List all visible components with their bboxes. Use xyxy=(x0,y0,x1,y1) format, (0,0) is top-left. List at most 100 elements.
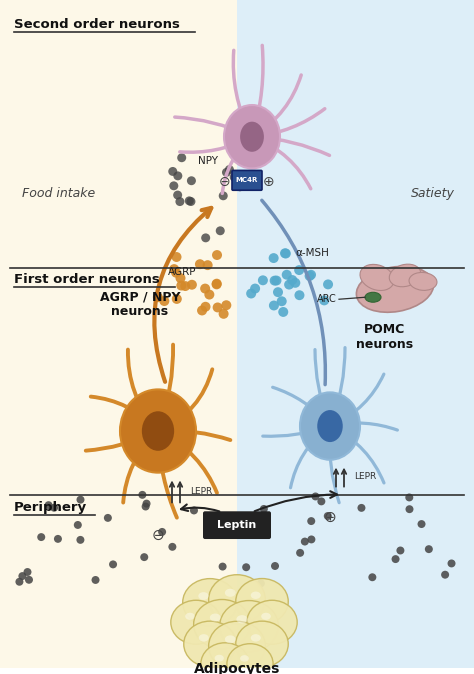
Circle shape xyxy=(284,280,294,290)
Ellipse shape xyxy=(317,410,343,442)
Ellipse shape xyxy=(237,615,247,623)
Text: α-MSH: α-MSH xyxy=(295,247,329,257)
Circle shape xyxy=(271,562,279,570)
Circle shape xyxy=(173,171,182,181)
Circle shape xyxy=(258,276,268,285)
Text: AGRP / NPY
neurons: AGRP / NPY neurons xyxy=(100,290,180,318)
Circle shape xyxy=(177,153,186,162)
Circle shape xyxy=(222,168,231,177)
Circle shape xyxy=(305,271,315,281)
Text: NPY: NPY xyxy=(198,156,218,166)
Ellipse shape xyxy=(142,411,174,451)
Text: Satiety: Satiety xyxy=(411,187,455,200)
Circle shape xyxy=(250,284,260,293)
Ellipse shape xyxy=(194,599,250,649)
Circle shape xyxy=(153,293,163,302)
Circle shape xyxy=(242,563,250,571)
Text: Food intake: Food intake xyxy=(22,187,95,200)
Circle shape xyxy=(418,520,426,528)
Text: MC4R: MC4R xyxy=(236,177,258,183)
Circle shape xyxy=(307,517,315,525)
Ellipse shape xyxy=(236,578,288,624)
Circle shape xyxy=(16,578,23,586)
Circle shape xyxy=(203,260,213,270)
Circle shape xyxy=(190,506,198,514)
Circle shape xyxy=(175,197,184,206)
Circle shape xyxy=(323,280,333,289)
Circle shape xyxy=(269,253,279,263)
Circle shape xyxy=(294,290,304,300)
Circle shape xyxy=(219,563,227,570)
Ellipse shape xyxy=(240,122,264,152)
Circle shape xyxy=(290,278,301,288)
Ellipse shape xyxy=(389,264,421,286)
Ellipse shape xyxy=(184,621,236,667)
Circle shape xyxy=(357,504,365,512)
Ellipse shape xyxy=(365,293,381,302)
Ellipse shape xyxy=(209,575,265,624)
Ellipse shape xyxy=(224,105,280,168)
Ellipse shape xyxy=(209,621,265,671)
Ellipse shape xyxy=(219,601,278,652)
Ellipse shape xyxy=(171,601,221,644)
Circle shape xyxy=(180,281,190,291)
Circle shape xyxy=(201,233,210,243)
Ellipse shape xyxy=(360,264,394,290)
Text: AGRP: AGRP xyxy=(168,268,197,278)
Circle shape xyxy=(324,512,332,520)
Circle shape xyxy=(273,287,283,297)
Text: ⊕: ⊕ xyxy=(324,510,337,525)
Circle shape xyxy=(195,259,205,269)
Text: Second order neurons: Second order neurons xyxy=(14,18,180,31)
Ellipse shape xyxy=(300,392,360,460)
Ellipse shape xyxy=(199,634,209,642)
Circle shape xyxy=(201,302,210,311)
FancyBboxPatch shape xyxy=(203,512,271,539)
Circle shape xyxy=(392,555,400,563)
Circle shape xyxy=(272,276,282,286)
Circle shape xyxy=(204,290,214,299)
Ellipse shape xyxy=(261,613,271,620)
Circle shape xyxy=(176,280,186,290)
Circle shape xyxy=(287,275,297,285)
Circle shape xyxy=(74,521,82,529)
Circle shape xyxy=(50,503,58,512)
Circle shape xyxy=(269,301,279,311)
Ellipse shape xyxy=(120,390,196,472)
Ellipse shape xyxy=(409,272,437,290)
Ellipse shape xyxy=(210,613,221,621)
Circle shape xyxy=(212,250,222,260)
Text: LEPR: LEPR xyxy=(190,487,212,496)
Circle shape xyxy=(171,268,181,278)
Text: Adipocytes: Adipocytes xyxy=(194,662,280,674)
Circle shape xyxy=(216,226,225,235)
Text: Periphery: Periphery xyxy=(14,501,87,514)
Ellipse shape xyxy=(225,636,236,644)
Circle shape xyxy=(281,249,291,259)
Text: Leptin: Leptin xyxy=(218,520,256,530)
Circle shape xyxy=(169,181,178,190)
Circle shape xyxy=(251,517,259,525)
Circle shape xyxy=(270,276,280,286)
Circle shape xyxy=(221,300,231,310)
Circle shape xyxy=(24,568,31,576)
Circle shape xyxy=(246,288,256,299)
Circle shape xyxy=(257,580,265,587)
Circle shape xyxy=(260,505,268,513)
Circle shape xyxy=(25,576,33,584)
Circle shape xyxy=(405,506,413,513)
Circle shape xyxy=(45,501,53,509)
Circle shape xyxy=(425,545,433,553)
Circle shape xyxy=(306,270,316,280)
Circle shape xyxy=(319,295,329,305)
Circle shape xyxy=(185,196,194,206)
Circle shape xyxy=(308,535,315,543)
Circle shape xyxy=(187,177,196,185)
Circle shape xyxy=(219,309,228,319)
Polygon shape xyxy=(237,0,474,668)
Ellipse shape xyxy=(236,621,288,667)
Circle shape xyxy=(280,248,290,258)
Circle shape xyxy=(91,576,100,584)
Circle shape xyxy=(219,191,228,200)
Circle shape xyxy=(236,183,245,191)
